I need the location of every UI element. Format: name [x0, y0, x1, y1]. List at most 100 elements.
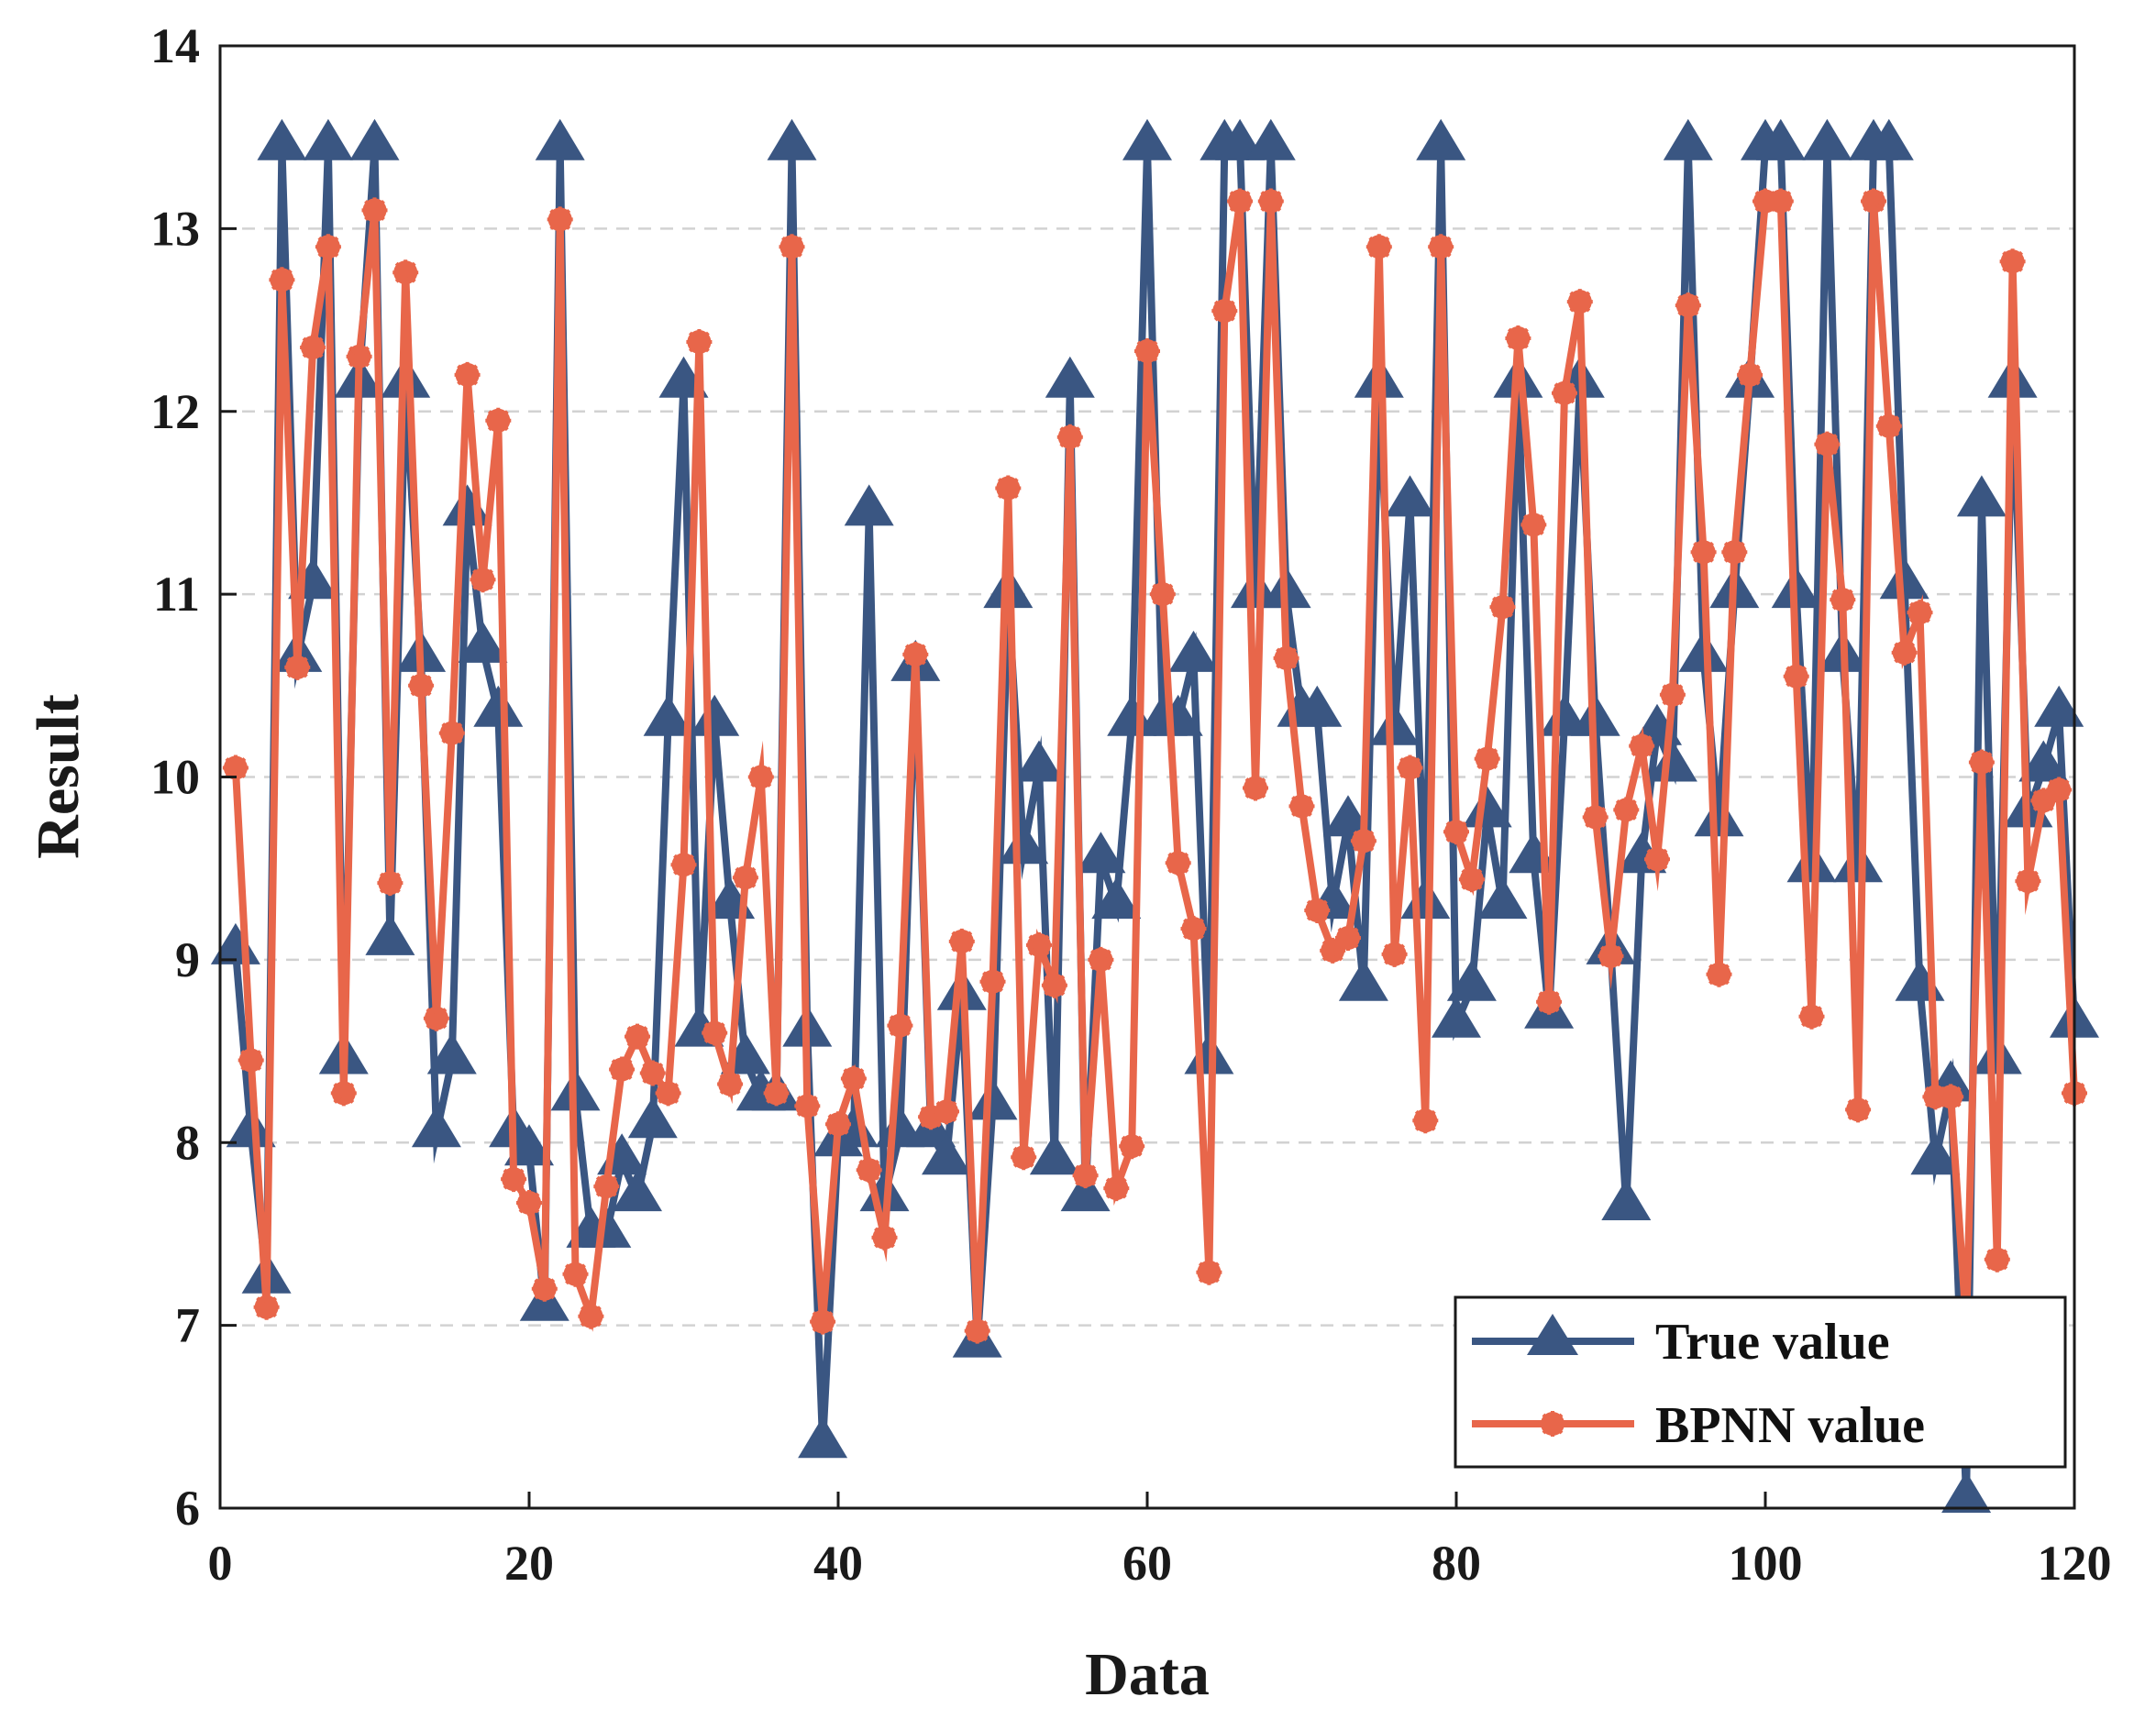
y-axis-title: Result	[25, 694, 92, 859]
y-tick-label: 8	[175, 1115, 200, 1170]
data-point-bpnn-value	[1350, 828, 1377, 854]
data-point-bpnn-value	[423, 1005, 449, 1031]
data-point-true-value	[1446, 959, 1497, 1001]
data-point-bpnn-value	[516, 1190, 542, 1216]
data-point-bpnn-value	[1103, 1175, 1130, 1202]
data-point-bpnn-value	[470, 567, 496, 593]
data-point-bpnn-value	[1211, 298, 1238, 325]
data-point-bpnn-value	[747, 764, 774, 790]
data-point-true-value	[581, 1206, 632, 1248]
data-point-bpnn-value	[1737, 361, 1763, 388]
data-point-true-value	[643, 694, 693, 736]
data-point-bpnn-value	[1412, 1107, 1439, 1134]
data-point-bpnn-value	[315, 234, 341, 260]
x-tick-label: 80	[1432, 1536, 1481, 1591]
x-tick-label: 0	[208, 1536, 233, 1591]
x-tick-label: 120	[2038, 1536, 2112, 1591]
data-point-true-value	[226, 1106, 276, 1148]
data-point-true-value	[257, 118, 307, 160]
data-point-bpnn-value	[1767, 188, 1794, 215]
data-point-bpnn-value	[1196, 1259, 1222, 1285]
data-point-bpnn-value	[1582, 804, 1609, 831]
data-point-bpnn-value	[330, 1080, 357, 1107]
data-point-bpnn-value	[794, 1093, 821, 1119]
y-tick-label: 12	[150, 384, 200, 439]
data-point-true-value	[1941, 1471, 1992, 1513]
data-point-true-value	[767, 118, 817, 160]
y-tick-label: 9	[175, 932, 200, 987]
data-point-true-value	[1786, 841, 1837, 883]
data-point-true-value	[1122, 118, 1172, 160]
data-point-true-value	[1647, 740, 1697, 782]
data-point-bpnn-value	[1397, 755, 1423, 781]
data-point-bpnn-value	[732, 865, 758, 891]
data-point-bpnn-value	[393, 259, 419, 286]
data-point-bpnn-value	[1675, 292, 1701, 319]
data-point-bpnn-value	[1428, 234, 1454, 260]
data-point-bpnn-value	[1999, 248, 2026, 275]
data-point-true-value	[349, 118, 400, 160]
data-point-true-value	[1076, 832, 1126, 874]
data-point-true-value	[613, 1170, 662, 1212]
y-tick-label: 14	[150, 18, 200, 73]
legend-label-bpnn-value: BPNN value	[1655, 1397, 1925, 1454]
data-point-bpnn-value	[1783, 663, 1809, 689]
data-point-bpnn-value	[810, 1308, 836, 1335]
data-point-bpnn-value	[1814, 431, 1841, 457]
data-point-true-value	[1833, 841, 1884, 883]
data-point-true-value	[967, 1078, 1018, 1120]
data-point-bpnn-value	[222, 755, 249, 781]
data-point-bpnn-value	[609, 1056, 636, 1083]
data-point-bpnn-value	[1304, 898, 1331, 923]
data-point-true-value	[1338, 959, 1388, 1001]
data-point-true-value	[627, 1096, 678, 1139]
data-point-true-value	[922, 1133, 971, 1175]
data-point-true-value	[1879, 557, 1929, 600]
data-point-bpnn-value	[300, 335, 326, 360]
data-point-bpnn-value	[377, 870, 404, 897]
data-point-bpnn-value	[1273, 645, 1299, 671]
data-point-bpnn-value	[1056, 424, 1083, 450]
data-point-bpnn-value	[438, 720, 465, 746]
data-point-bpnn-value	[1149, 581, 1176, 608]
data-point-bpnn-value	[253, 1294, 280, 1320]
data-point-bpnn-value	[1706, 961, 1732, 987]
legend-marker-true-value	[1527, 1314, 1578, 1355]
data-point-bpnn-value	[1365, 234, 1392, 260]
data-point-bpnn-value	[1845, 1096, 1872, 1123]
data-point-bpnn-value	[1227, 188, 1254, 215]
data-point-bpnn-value	[1443, 819, 1469, 845]
data-point-bpnn-value	[1984, 1246, 2010, 1273]
data-point-bpnn-value	[995, 475, 1022, 501]
data-point-bpnn-value	[655, 1080, 681, 1107]
data-point-bpnn-value	[702, 1019, 728, 1046]
data-point-bpnn-value	[1520, 512, 1547, 538]
data-point-true-value	[426, 1032, 477, 1074]
data-point-true-value	[1153, 694, 1203, 736]
series-bpnn-value	[222, 188, 2087, 1344]
data-point-bpnn-value	[1536, 988, 1563, 1015]
data-point-true-value	[844, 484, 894, 526]
data-point-bpnn-value	[1041, 972, 1067, 998]
data-point-bpnn-value	[1598, 942, 1624, 969]
data-point-bpnn-value	[578, 1303, 604, 1329]
data-point-true-value	[1091, 877, 1142, 920]
data-point-true-value	[1245, 118, 1296, 160]
data-point-true-value	[1060, 1170, 1111, 1212]
x-tick-label: 60	[1122, 1536, 1172, 1591]
data-point-bpnn-value	[1165, 850, 1191, 876]
data-point-bpnn-value	[902, 641, 929, 667]
data-point-bpnn-value	[979, 968, 1006, 995]
data-point-bpnn-value	[1644, 846, 1670, 873]
data-point-bpnn-value	[501, 1166, 527, 1193]
data-point-bpnn-value	[1875, 413, 1902, 439]
data-point-bpnn-value	[2046, 777, 2073, 803]
data-point-bpnn-value	[1861, 188, 1886, 215]
data-point-true-value	[1956, 475, 2007, 517]
legend-entry-bpnn-value: BPNN value	[1472, 1397, 1925, 1454]
data-point-bpnn-value	[639, 1060, 666, 1086]
data-point-bpnn-value	[1134, 338, 1160, 364]
data-point-bpnn-value	[1566, 289, 1593, 315]
data-point-true-value	[473, 685, 524, 727]
